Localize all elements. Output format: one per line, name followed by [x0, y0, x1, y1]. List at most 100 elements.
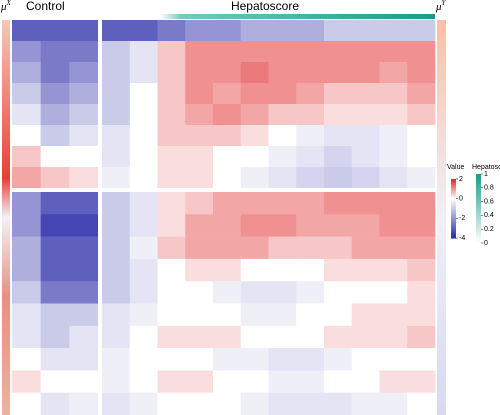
heatmap-cell: [351, 104, 380, 126]
colorbar-step: [451, 192, 456, 196]
heatmap-cell: [324, 281, 353, 304]
heatmap-cell: [296, 83, 325, 105]
heatmap-cell: [240, 348, 269, 371]
heatmap-cell: [296, 41, 325, 63]
heatmap-cell: [407, 214, 436, 237]
heatmap-cell: [213, 214, 242, 237]
heatmap-cell: [213, 146, 242, 168]
colorbar-step: [476, 176, 481, 180]
heatmap-cell: [213, 325, 242, 349]
heatmap-cell: [12, 325, 41, 349]
colorbar-step: [451, 184, 456, 188]
legend-tick-label: 0: [484, 240, 488, 247]
legend-title: Hepatoscore: [472, 164, 500, 171]
heatmap-cell: [268, 104, 297, 126]
heatmap-cell: [351, 236, 380, 260]
colorbar-step: [451, 204, 456, 208]
colorbar-step: [451, 210, 456, 213]
heatmap-cell: [407, 62, 436, 84]
colorbar-step: [451, 228, 456, 231]
heatmap-cell: [268, 325, 297, 349]
heatmap-cell: [379, 325, 408, 349]
heatmap-cell: [157, 62, 186, 84]
legend-tick-label: 0.2: [484, 226, 494, 233]
colorbar-step: [476, 231, 481, 235]
heatmap-cell: [185, 236, 214, 260]
heatmap-cell: [129, 325, 158, 349]
heatmap-cell: [379, 348, 408, 371]
heatmap-cell: [12, 104, 41, 126]
heatmap-cell: [12, 41, 41, 63]
heatmap-cell: [102, 236, 131, 260]
legend-title: Value: [447, 164, 464, 171]
heatmap-cell: [12, 192, 41, 215]
heatmap-cell: [351, 392, 380, 415]
colorbar-step: [476, 233, 481, 237]
heatmap-cell: [296, 392, 325, 415]
heatmap-cell: [12, 281, 41, 304]
colorbar-step: [451, 182, 456, 186]
heatmap-cell: [40, 281, 70, 304]
heatmap-cell: [185, 392, 214, 415]
heatmap-cell: [40, 167, 70, 189]
heatmap-cell: [129, 192, 158, 215]
heatmap-cell: [240, 83, 269, 105]
heatmap-cell: [102, 258, 131, 282]
legend-tick-label: 2: [459, 176, 463, 183]
heatmap-cell: [407, 303, 436, 327]
heatmap-cell: [240, 62, 269, 84]
heatmap-cell: [129, 167, 158, 189]
heatmap-cell: [185, 104, 214, 126]
heatmap-cell: [40, 303, 70, 327]
heatmap-cell: [407, 325, 436, 349]
colorbar-step: [451, 222, 456, 225]
heatmap-cell: [268, 41, 297, 63]
heatmap-cell: [324, 167, 353, 189]
colorbar-step: [476, 197, 481, 200]
heatmap-cell: [351, 167, 380, 189]
colorbar-step: [476, 240, 481, 244]
colorbar-step: [451, 188, 456, 192]
heatmap-cell: [40, 62, 70, 84]
heatmap-cell: [407, 146, 436, 168]
heatmap-cell: [12, 146, 41, 168]
heatmap-cell: [12, 348, 41, 371]
colorbar-step: [476, 222, 481, 226]
heatmap-cell: [240, 281, 269, 304]
heatmap-cell: [296, 348, 325, 371]
heatmap-cell: [40, 146, 70, 168]
heatmap-cell: [69, 303, 99, 327]
mu-y-label: μY: [435, 0, 447, 13]
heatmap-cell: [379, 392, 408, 415]
colorbar-step: [476, 183, 481, 186]
heatmap-cell: [102, 167, 131, 189]
heatmap-cell: [69, 20, 99, 42]
heatmap-cell: [129, 83, 158, 105]
heatmap-cell: [379, 258, 408, 282]
heatmap-cell: [407, 348, 436, 371]
colorbar-step: [476, 192, 481, 196]
colorbar-step: [451, 186, 456, 190]
colorbar-step: [451, 198, 456, 202]
heatmap-cell: [324, 41, 353, 63]
heatmap-cell: [324, 192, 353, 215]
legend-tick-label: 0.8: [484, 185, 494, 192]
heatmap-cell: [324, 303, 353, 327]
colorbar-step: [451, 200, 456, 204]
heatmap-cell: [351, 281, 380, 304]
heatmap-cell: [351, 83, 380, 105]
heatmap-cell: [407, 83, 436, 105]
colorbar-step: [451, 206, 456, 209]
heatmap-cell: [351, 214, 380, 237]
heatmap-cell: [324, 348, 353, 371]
control-label: Control: [26, 0, 65, 13]
heatmap-cell: [268, 20, 297, 42]
colorbar-step: [476, 226, 481, 230]
legend-tick-label: 0.6: [484, 198, 494, 205]
heatmap-cell: [157, 192, 186, 215]
heatmap-cell: [407, 125, 436, 147]
heatmap-cell: [268, 236, 297, 260]
heatmap-cell: [185, 348, 214, 371]
heatmap-cell: [40, 236, 70, 260]
